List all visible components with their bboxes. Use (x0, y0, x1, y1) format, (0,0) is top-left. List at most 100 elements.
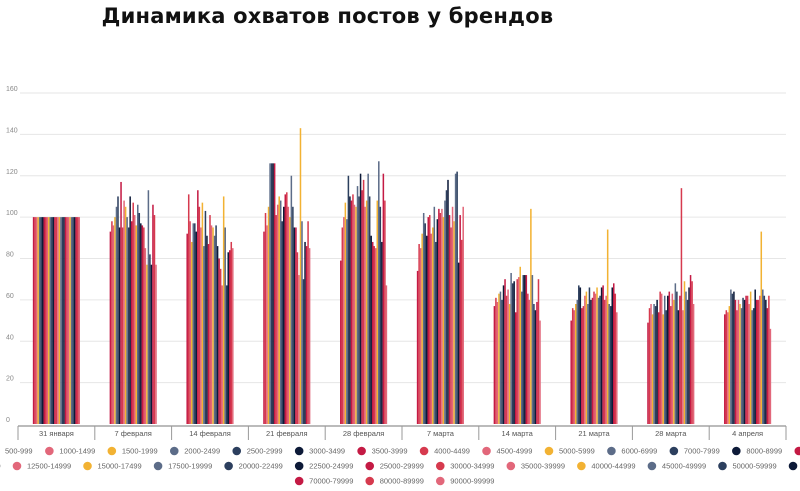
bar-22500-24999 (216, 246, 219, 424)
bar-35000-39999 (528, 299, 531, 424)
legend-label: 4500-4999 (497, 447, 533, 456)
bar-1000-1499 (343, 217, 345, 424)
bar-2500-2999 (424, 223, 426, 424)
bar-6000-6999 (49, 217, 52, 424)
bar-12500-14999 (364, 206, 366, 424)
bar-7000-7999 (358, 196, 360, 424)
bar-15000-17499 (596, 287, 598, 424)
bar-10000-12499 (209, 215, 211, 424)
bar-80000-89999 (384, 200, 386, 424)
bar-5000-5999 (432, 227, 434, 424)
bar-9000-9999 (514, 312, 517, 424)
legend-marker (294, 476, 304, 486)
bar-40000-44999 (760, 231, 763, 424)
bar-40000-44999 (683, 281, 686, 424)
bar-90000-99999 (308, 248, 311, 424)
bar-6000-6999 (279, 200, 282, 424)
bar-20000-22499 (61, 217, 64, 424)
bar-90000-99999 (769, 328, 772, 424)
bar-10000-12499 (593, 291, 595, 424)
bar-45000-49999 (147, 190, 150, 424)
bar-9000-9999 (284, 194, 287, 424)
bar-80000-89999 (691, 281, 693, 424)
bar-2000-2499 (192, 223, 195, 424)
bar-9000-9999 (207, 244, 210, 424)
legend-label: 22500-24999 (309, 462, 353, 471)
bar-60000-69999 (688, 287, 690, 424)
bar-60000-69999 (227, 252, 229, 424)
bar-1500-1999 (37, 217, 39, 424)
legend-label: 40000-44999 (591, 462, 635, 471)
bar-7000-7999 (742, 297, 744, 424)
bar-35000-39999 (298, 275, 300, 424)
bar-30000-34999 (450, 227, 452, 424)
bar-6000-6999 (203, 246, 205, 424)
bar-3000-3499 (425, 235, 428, 424)
bar-30000-34999 (680, 188, 683, 424)
bar-40000-44999 (69, 217, 71, 424)
bar-0-499 (186, 233, 188, 424)
bar-12500-14999 (57, 217, 59, 424)
bar-3500-3999 (504, 279, 506, 424)
bar-45000-49999 (454, 173, 457, 424)
bar-4500-4999 (123, 200, 125, 424)
bar-35000-39999 (67, 217, 70, 424)
bar-1000-1499 (496, 301, 499, 424)
bar-8000-8999 (743, 299, 746, 424)
bar-500-999 (418, 244, 420, 424)
y-tick-label: 40 (6, 334, 14, 341)
bar-3000-3499 (272, 163, 274, 424)
bar-70000-79999 (536, 301, 538, 424)
bar-17500-19999 (674, 283, 677, 424)
bar-4500-4999 (737, 299, 740, 424)
legend-label: 3500-3999 (372, 447, 408, 456)
bar-90000-99999 (385, 285, 388, 424)
bar-9000-9999 (745, 295, 747, 424)
bar-15000-17499 (749, 291, 752, 424)
legend-marker (482, 446, 491, 456)
bar-4000-4499 (198, 206, 201, 424)
bar-4500-4999 (46, 217, 49, 424)
bar-50000-59999 (302, 279, 305, 424)
bar-17500-19999 (60, 217, 62, 424)
bar-3000-3499 (41, 217, 44, 424)
bar-6000-6999 (587, 304, 589, 424)
bar-2000-2499 (576, 299, 579, 424)
legend-marker (647, 461, 657, 471)
bar-90000-99999 (155, 264, 157, 424)
bar-40000-44999 (606, 229, 609, 424)
legend-label: 20000-22499 (239, 462, 283, 471)
bar-35000-39999 (144, 248, 147, 424)
legend-label: 15000-17499 (98, 462, 142, 471)
bar-20000-22499 (138, 212, 141, 424)
bar-17500-19999 (290, 175, 293, 424)
legend-label: 25000-29999 (380, 462, 424, 471)
bar-50000-59999 (149, 254, 151, 424)
bar-4500-4999 (507, 289, 509, 424)
legend-marker (794, 446, 800, 456)
bar-5000-5999 (739, 304, 741, 424)
bar-35000-39999 (375, 248, 377, 424)
bar-1500-1999 (114, 217, 116, 424)
bar-50000-59999 (72, 217, 74, 424)
bar-8000-8999 (436, 219, 439, 424)
bar-12500-14999 (517, 277, 520, 424)
bar-500-999 (187, 194, 190, 424)
bar-1500-1999 (191, 241, 193, 424)
bar-2500-2999 (40, 217, 42, 424)
bar-2000-2499 (346, 219, 348, 424)
bar-60000-69999 (73, 217, 76, 424)
bar-17500-19999 (213, 235, 216, 424)
bar-90000-99999 (78, 217, 80, 424)
bar-500-999 (495, 297, 497, 424)
bar-22500-24999 (63, 217, 65, 424)
bar-17500-19999 (597, 297, 600, 424)
bar-1500-1999 (498, 293, 500, 424)
bar-4500-4999 (200, 227, 202, 424)
bar-80000-89999 (153, 215, 156, 424)
bar-15000-17499 (289, 217, 291, 424)
legend-label: 7000-7999 (684, 447, 720, 456)
legend-marker (419, 446, 429, 456)
bar-8000-8999 (283, 206, 285, 424)
bar-25000-29999 (448, 215, 451, 424)
